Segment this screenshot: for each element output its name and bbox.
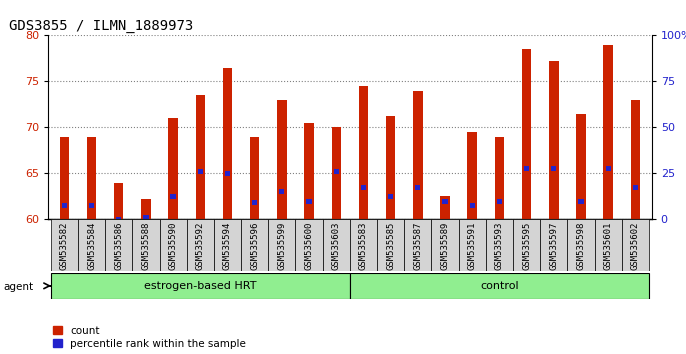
Bar (350, 219, 377, 271)
Bar (51, 219, 78, 271)
Bar (431, 219, 459, 271)
Bar (187, 219, 214, 271)
Text: GSM535593: GSM535593 (495, 222, 504, 270)
Bar (89, 203, 94, 208)
Bar (171, 194, 176, 199)
Text: agent: agent (3, 282, 34, 292)
Bar (524, 166, 529, 171)
Bar (467, 132, 477, 219)
Bar (168, 118, 178, 219)
Bar (350, 273, 649, 299)
Bar (361, 185, 366, 190)
Bar (331, 127, 341, 219)
Text: control: control (480, 281, 519, 291)
Bar (415, 185, 421, 190)
Bar (277, 100, 287, 219)
Bar (440, 196, 450, 219)
Bar (62, 203, 67, 208)
Bar (388, 194, 393, 199)
Text: GSM535589: GSM535589 (440, 222, 449, 270)
Bar (116, 217, 121, 222)
Bar (268, 219, 296, 271)
Bar (377, 219, 404, 271)
Bar (522, 49, 532, 219)
Bar (78, 219, 105, 271)
Text: GSM535584: GSM535584 (87, 222, 96, 270)
Bar (86, 137, 96, 219)
Text: GSM535588: GSM535588 (141, 222, 150, 270)
Text: GSM535603: GSM535603 (332, 222, 341, 270)
Bar (160, 219, 187, 271)
Bar (223, 68, 233, 219)
Bar (386, 116, 395, 219)
Text: GSM535597: GSM535597 (549, 222, 558, 270)
Bar (442, 199, 448, 204)
Bar (359, 86, 368, 219)
Bar (252, 200, 257, 205)
Text: GSM535600: GSM535600 (305, 222, 314, 270)
Text: GSM535585: GSM535585 (386, 222, 395, 270)
Bar (632, 185, 638, 190)
Bar (540, 219, 567, 271)
Text: GSM535602: GSM535602 (631, 222, 640, 270)
Bar (413, 91, 423, 219)
Bar (630, 100, 640, 219)
Text: GSM535587: GSM535587 (414, 222, 423, 270)
Bar (214, 219, 241, 271)
Bar (322, 219, 350, 271)
Bar (225, 171, 230, 176)
Bar (606, 166, 611, 171)
Text: GSM535599: GSM535599 (277, 222, 286, 270)
Bar (307, 199, 311, 204)
Bar (459, 219, 486, 271)
Bar (495, 137, 504, 219)
Bar (513, 219, 540, 271)
Text: GDS3855 / ILMN_1889973: GDS3855 / ILMN_1889973 (9, 19, 193, 33)
Bar (497, 199, 502, 204)
Bar (404, 219, 431, 271)
Legend: count, percentile rank within the sample: count, percentile rank within the sample (54, 326, 246, 349)
Bar (551, 166, 556, 171)
Text: GSM535594: GSM535594 (223, 222, 232, 270)
Bar (549, 61, 558, 219)
Bar (196, 95, 205, 219)
Bar (296, 219, 322, 271)
Bar (279, 189, 285, 194)
Bar (250, 137, 259, 219)
Bar (622, 219, 649, 271)
Bar (305, 123, 314, 219)
Bar (60, 137, 69, 219)
Text: GSM535596: GSM535596 (250, 222, 259, 270)
Text: GSM535582: GSM535582 (60, 222, 69, 270)
Bar (141, 199, 151, 219)
Text: GSM535590: GSM535590 (169, 222, 178, 270)
Text: GSM535598: GSM535598 (576, 222, 585, 270)
Text: GSM535595: GSM535595 (522, 222, 531, 270)
Bar (486, 219, 513, 271)
Bar (51, 273, 350, 299)
Text: GSM535583: GSM535583 (359, 222, 368, 270)
Bar (470, 203, 475, 208)
Text: estrogen-based HRT: estrogen-based HRT (144, 281, 257, 291)
Bar (604, 45, 613, 219)
Bar (578, 199, 584, 204)
Bar (333, 169, 339, 174)
Bar (567, 219, 595, 271)
Bar (576, 114, 586, 219)
Bar (143, 215, 149, 220)
Bar (132, 219, 160, 271)
Text: GSM535601: GSM535601 (604, 222, 613, 270)
Bar (198, 169, 203, 174)
Bar (105, 219, 132, 271)
Text: GSM535586: GSM535586 (115, 222, 123, 270)
Bar (241, 219, 268, 271)
Text: GSM535592: GSM535592 (196, 222, 205, 270)
Bar (595, 219, 622, 271)
Bar (114, 183, 123, 219)
Text: GSM535591: GSM535591 (468, 222, 477, 270)
